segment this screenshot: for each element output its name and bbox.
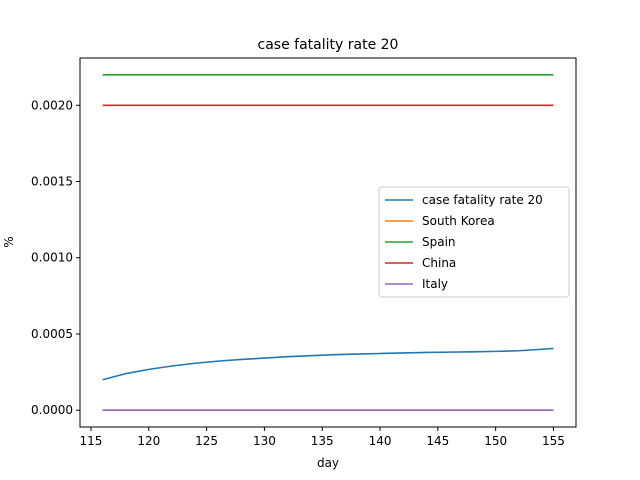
series-line-case-fatality-rate-20 [102, 347, 554, 381]
y-tick-label: 0.0015 [31, 175, 73, 189]
x-tick-label: 135 [311, 434, 334, 448]
legend: case fatality rate 20 South Korea Spain Chi… [378, 186, 570, 298]
y-tick-label: 0.0005 [31, 327, 73, 341]
y-tick-label: 0.0010 [31, 251, 73, 265]
x-tick-label: 120 [137, 434, 160, 448]
y-tick-label: 0.0000 [31, 403, 73, 417]
plot-frame [79, 57, 577, 428]
x-tick-label: 125 [195, 434, 218, 448]
legend-label: Spain [422, 235, 456, 249]
series-layer [102, 73, 554, 412]
x-axis-label: day [317, 456, 339, 470]
legend-label: case fatality rate 20 [422, 193, 543, 207]
legend-label: China [422, 256, 456, 270]
x-tick-label: 150 [484, 434, 507, 448]
x-tick-label: 115 [80, 434, 103, 448]
legend-label: Italy [422, 277, 448, 291]
y-tick-label: 0.0020 [31, 98, 73, 112]
x-tick-label: 130 [253, 434, 276, 448]
x-tick-label: 155 [542, 434, 565, 448]
y-axis-label: % [2, 236, 16, 247]
legend-box [378, 186, 570, 298]
ticks-layer: 115 120 125 130 135 140 145 150 155 0.0000 0.0005 0… [31, 98, 565, 448]
x-tick-label: 140 [369, 434, 392, 448]
legend-label: South Korea [422, 214, 495, 228]
chart-title: case fatality rate 20 [258, 37, 399, 53]
x-tick-label: 145 [426, 434, 449, 448]
